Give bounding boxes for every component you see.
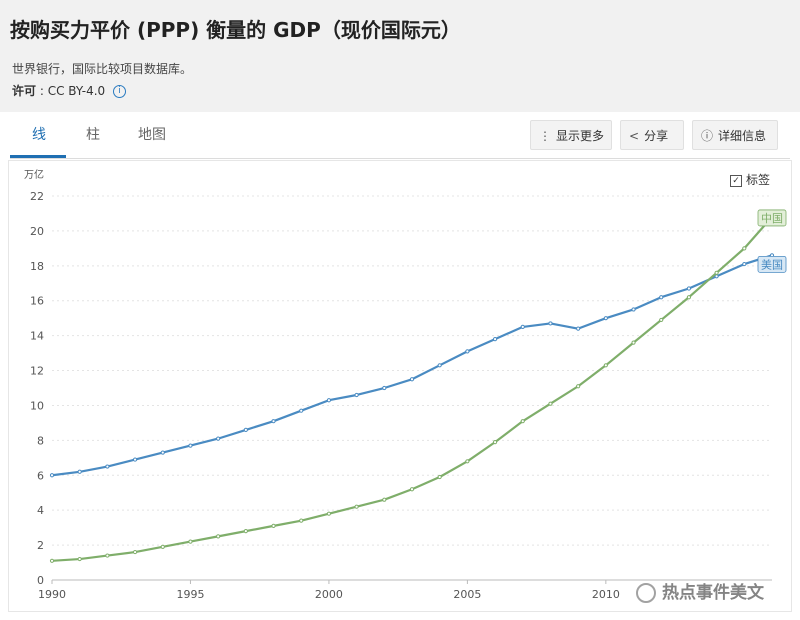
show-more-button[interactable]: ⋮ 显示更多 — [530, 120, 612, 150]
license-label: 许可 — [12, 84, 37, 98]
tab-line[interactable]: 线 — [32, 127, 46, 143]
page-title: 按购买力平价 (PPP) 衡量的 GDP（现价国际元） — [10, 18, 461, 42]
chart-tabs: 线 柱 地图 — [10, 114, 790, 159]
license-value: : CC BY-4.0 — [39, 84, 106, 98]
chart-container — [8, 160, 792, 612]
labels-toggle-label: 标签 — [746, 173, 771, 187]
details-label: 详细信息 — [718, 129, 767, 143]
labels-toggle[interactable]: ✓ 标签 — [730, 171, 770, 188]
watermark: 热点事件美文 — [636, 578, 764, 603]
wechat-icon — [636, 583, 656, 603]
share-label: 分享 — [644, 129, 669, 143]
share-button[interactable]: < 分享 — [620, 120, 684, 150]
info-circle-icon: ⓘ — [701, 129, 714, 143]
license-row: 许可 : CC BY-4.0 i — [12, 82, 126, 99]
show-more-label: 显示更多 — [556, 129, 605, 143]
more-icon: ⋮ — [539, 129, 551, 143]
tab-map[interactable]: 地图 — [138, 127, 166, 143]
data-source: 世界银行，国际比较项目数据库。 — [12, 62, 193, 76]
checkbox-icon: ✓ — [730, 174, 742, 187]
details-button[interactable]: ⓘ 详细信息 — [692, 120, 778, 150]
header-panel: 按购买力平价 (PPP) 衡量的 GDP（现价国际元） 世界银行，国际比较项目数… — [0, 0, 800, 112]
watermark-text: 热点事件美文 — [662, 583, 764, 603]
info-icon[interactable]: i — [113, 85, 126, 98]
tab-bar[interactable]: 柱 — [86, 127, 100, 143]
share-icon: < — [629, 129, 640, 143]
active-tab-indicator — [10, 155, 66, 158]
